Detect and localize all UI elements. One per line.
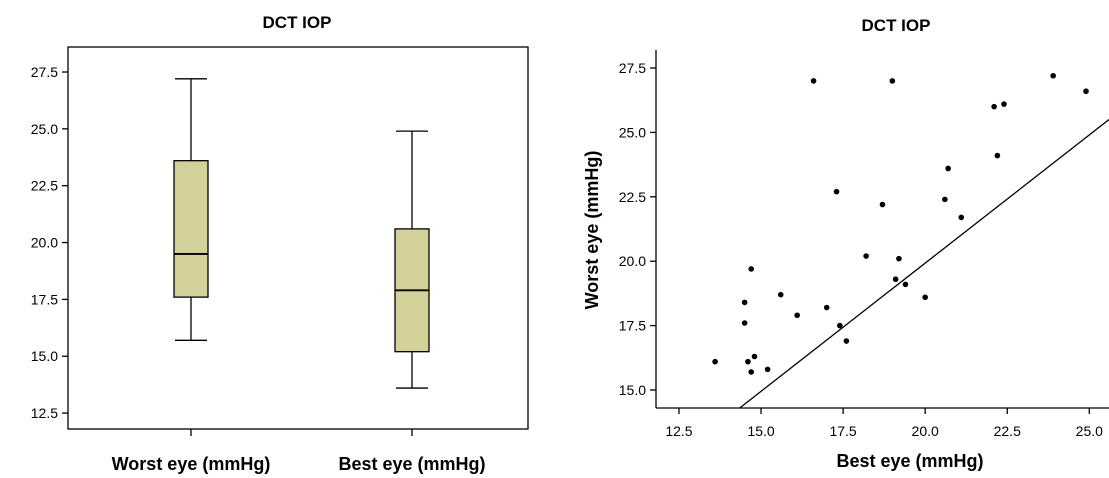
scatter-point (991, 103, 997, 110)
scatter-point (879, 201, 886, 208)
scatter-point (712, 358, 718, 365)
scatter-x-tick-label: 17.5 (829, 423, 856, 439)
scatter-point (896, 255, 902, 262)
box-y-tick-label: 15.0 (31, 348, 58, 364)
box-worst-eye (173, 78, 209, 341)
box-plot-chart: DCT IOP 12.5 15.0 17.5 20.0 22.5 25.0 27.5 Wor… (31, 13, 529, 474)
box-y-tick-label: 17.5 (31, 291, 58, 307)
scatter-plot-title: DCT IOP (862, 16, 931, 35)
scatter-point (863, 253, 869, 259)
scatter-point (741, 320, 748, 326)
box-y-tick-label: 27.5 (31, 64, 58, 80)
scatter-point (764, 366, 771, 373)
scatter-y-tick-label: 25.0 (619, 124, 646, 140)
scatter-x-tick-label: 15.0 (747, 423, 774, 439)
scatter-point (741, 299, 748, 306)
scatter-point (843, 338, 850, 344)
scatter-point (794, 312, 800, 319)
scatter-x-tick-label: 25.0 (1076, 423, 1103, 439)
box-plot-frame (67, 46, 529, 430)
box-iqr (173, 160, 209, 298)
box-plot-title: DCT IOP (263, 13, 332, 32)
box-plot-x-ticks (190, 429, 413, 436)
box-plot-y-ticks: 12.5 15.0 17.5 20.0 22.5 25.0 27.5 (31, 64, 68, 421)
box-best-eye (394, 130, 430, 389)
box-y-tick-label: 20.0 (31, 235, 58, 251)
box-y-tick-label: 22.5 (31, 178, 58, 194)
scatter-points (712, 72, 1089, 375)
scatter-point (945, 165, 951, 172)
scatter-x-tick-label: 22.5 (994, 423, 1021, 439)
scatter-reference-line (739, 119, 1109, 409)
scatter-y-tick-label: 17.5 (619, 318, 646, 334)
box-plot-boxes (173, 78, 430, 389)
scatter-point (810, 78, 817, 84)
box-y-tick-label: 25.0 (31, 121, 58, 137)
scatter-point (823, 304, 830, 311)
box-category-label-best: Best eye (mmHg) (338, 454, 485, 474)
scatter-x-axis-label: Best eye (mmHg) (836, 451, 983, 471)
scatter-y-tick-label: 20.0 (619, 253, 646, 269)
scatter-point (902, 281, 909, 288)
scatter-x-ticks: 12.5 15.0 17.5 20.0 22.5 25.0 (665, 408, 1103, 439)
scatter-point (892, 276, 899, 283)
scatter-y-axis-label: Worst eye (mmHg) (582, 151, 602, 310)
scatter-point (1083, 88, 1089, 95)
scatter-point (837, 322, 843, 329)
scatter-y-tick-label: 27.5 (619, 60, 646, 76)
scatter-point (748, 266, 754, 272)
scatter-point (833, 188, 840, 195)
scatter-point (994, 152, 1001, 159)
box-y-tick-label: 12.5 (31, 405, 58, 421)
scatter-point (958, 214, 965, 221)
scatter-x-tick-label: 20.0 (912, 423, 939, 439)
scatter-point (751, 353, 758, 360)
scatter-point (745, 358, 751, 365)
scatter-point (1001, 101, 1007, 107)
scatter-point (777, 291, 784, 298)
scatter-y-tick-label: 22.5 (619, 189, 646, 205)
scatter-point (748, 369, 754, 375)
box-category-label-worst: Worst eye (mmHg) (112, 454, 271, 474)
scatter-y-tick-label: 15.0 (619, 382, 646, 398)
scatter-x-tick-label: 12.5 (665, 423, 692, 439)
scatter-point (1050, 72, 1056, 79)
scatter-point (922, 294, 928, 301)
scatter-y-ticks: 15.0 17.5 20.0 22.5 25.0 27.5 (619, 60, 656, 398)
scatter-plot-chart: DCT IOP 15.0 17.5 20.0 22.5 25.0 27.5 12.5 15.… (582, 16, 1109, 471)
scatter-point (942, 196, 948, 203)
scatter-point (889, 78, 896, 84)
